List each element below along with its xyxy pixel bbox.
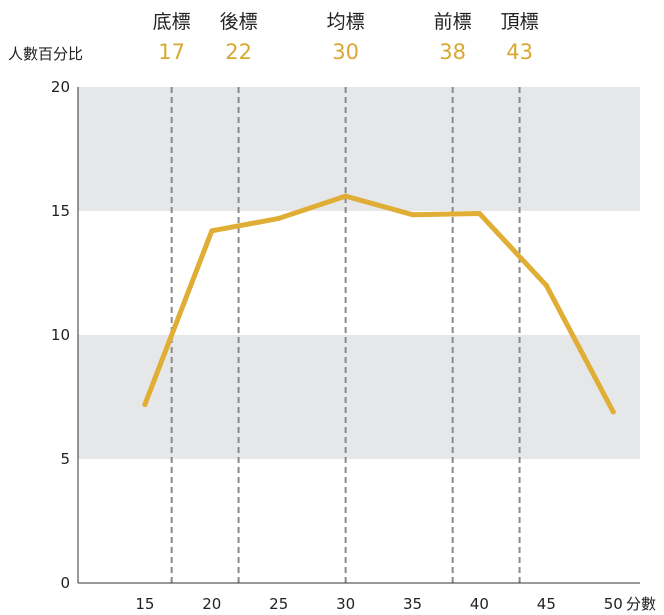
- series-line-0: [142, 193, 616, 415]
- x-tick-label: 15: [135, 595, 154, 613]
- data-point: [610, 409, 616, 415]
- data-point: [476, 210, 482, 216]
- axes: [77, 87, 640, 584]
- x-tick-label: 25: [269, 595, 288, 613]
- marker-name: 後標: [220, 11, 258, 33]
- data-point: [543, 282, 549, 288]
- y-tick-label: 20: [51, 78, 70, 96]
- background-bands: [78, 87, 640, 459]
- data-point: [410, 212, 416, 218]
- y-tick-label: 10: [51, 326, 70, 344]
- y-tick-label: 0: [60, 574, 70, 592]
- x-tick-label: 40: [470, 595, 489, 613]
- data-point: [209, 228, 215, 234]
- y-tick-label: 15: [51, 202, 70, 220]
- marker-name: 頂標: [501, 11, 539, 33]
- data-point: [276, 215, 282, 221]
- marker-labels: 底標 17 後標 22 均標 30 前標 38 頂標 43: [153, 11, 539, 64]
- marker-name: 前標: [434, 11, 472, 33]
- y-tick-labels: 0 5 10 15 20: [51, 78, 70, 592]
- series-line: [142, 193, 616, 415]
- y-tick-label: 5: [60, 450, 70, 468]
- marker-value: 30: [332, 40, 359, 64]
- x-tick-labels: 15 20 25 30 35 40 45 50: [135, 595, 622, 613]
- marker-value: 17: [158, 40, 185, 64]
- x-tick-label: 50: [604, 595, 623, 613]
- y-axis-label: 人數百分比: [8, 45, 83, 63]
- x-tick-label: 45: [537, 595, 556, 613]
- marker-value: 43: [506, 40, 533, 64]
- marker-value: 38: [439, 40, 466, 64]
- marker-name: 均標: [327, 11, 365, 33]
- x-tick-label: 35: [403, 595, 422, 613]
- standard-markers: [170, 87, 521, 583]
- x-tick-label: 20: [202, 595, 221, 613]
- data-point: [343, 193, 349, 199]
- x-axis-label: 分數: [626, 595, 656, 613]
- marker-value: 22: [225, 40, 252, 64]
- marker-name: 底標: [153, 11, 191, 33]
- data-point: [142, 401, 148, 407]
- x-tick-label: 30: [336, 595, 355, 613]
- band-0: [78, 87, 640, 211]
